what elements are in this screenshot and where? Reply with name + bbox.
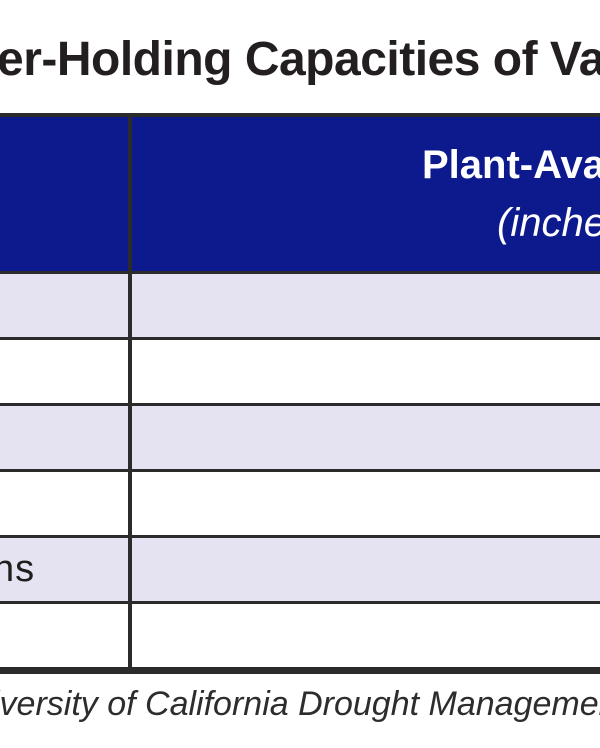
table-row <box>0 472 600 538</box>
table-row <box>0 604 600 670</box>
table-row <box>0 406 600 472</box>
column-divider <box>128 117 132 670</box>
table-title: er-Holding Capacities of Va <box>0 33 600 86</box>
table-row: ns <box>0 538 600 604</box>
source-caption: iversity of California Drought Managemen <box>0 685 600 723</box>
header-cell-soil-texture <box>0 117 128 271</box>
table-row <box>0 274 600 340</box>
row-label: ns <box>0 548 36 590</box>
header-cell-plant-available-water-line1: Plant-Ava <box>422 143 600 187</box>
header-cell-plant-available-water-line2: (inche <box>497 201 600 245</box>
table-header-row: Plant-Ava (inche <box>0 117 600 274</box>
data-table: Plant-Ava (inche ns <box>0 113 600 674</box>
table-row <box>0 340 600 406</box>
